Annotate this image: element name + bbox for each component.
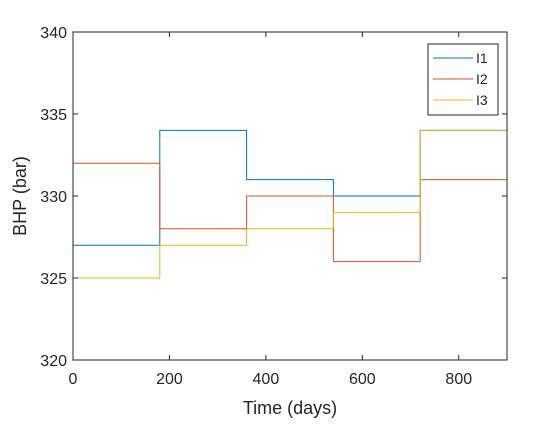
x-tick-label: 600 <box>349 371 376 388</box>
y-tick-label: 320 <box>40 353 67 370</box>
x-tick-label: 800 <box>445 371 472 388</box>
legend-label-i2: I2 <box>476 71 488 87</box>
y-tick-label: 325 <box>40 271 67 288</box>
x-tick-label: 400 <box>253 371 280 388</box>
legend-label-i1: I1 <box>476 50 488 66</box>
x-axis-label: Time (days) <box>243 398 337 418</box>
y-axis-label: BHP (bar) <box>10 156 30 236</box>
legend-label-i3: I3 <box>476 92 488 108</box>
series-line-i2 <box>73 162 507 263</box>
series-line-i3 <box>73 129 507 279</box>
x-tick-label: 200 <box>156 371 183 388</box>
y-tick-label: 330 <box>40 189 67 206</box>
series-layer <box>73 129 507 279</box>
y-tick-label: 340 <box>40 25 67 42</box>
axes-layer: 0 200 400 600 800 320 325 330 335 340 <box>40 25 508 388</box>
y-tick-label: 335 <box>40 107 67 124</box>
legend: I1 I2 I3 <box>427 43 499 116</box>
x-tick-label: 0 <box>69 371 78 388</box>
